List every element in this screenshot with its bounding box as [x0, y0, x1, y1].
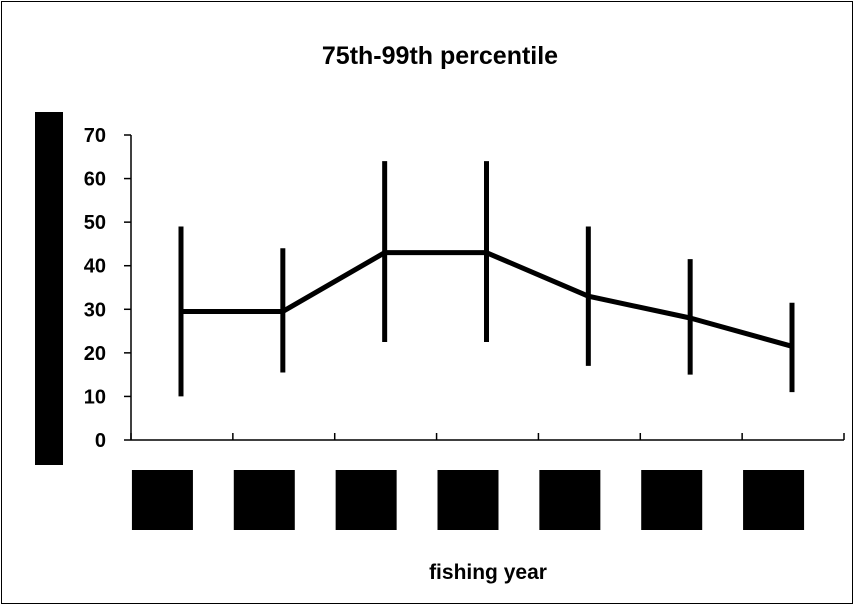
- y-axis-label-block: [35, 112, 63, 465]
- x-category-label-block: [539, 470, 601, 530]
- x-category-label-block: [335, 470, 397, 530]
- y-tick-label: 40: [84, 256, 106, 278]
- x-category-labels: [131, 470, 805, 530]
- x-category-label-block: [233, 470, 295, 530]
- x-category-label-block: [641, 470, 703, 530]
- x-axis-title: fishing year: [429, 561, 547, 584]
- x-axis: [130, 433, 845, 441]
- y-tick-label: 30: [84, 299, 106, 321]
- y-tick-label: 50: [84, 212, 106, 234]
- chart-title: 75th-99th percentile: [322, 42, 558, 70]
- y-tick-label: 20: [84, 343, 106, 365]
- x-category-label-block: [437, 470, 499, 530]
- y-tick-label: 0: [95, 430, 106, 452]
- y-tick-label: 70: [84, 125, 106, 147]
- y-tick-label: 60: [84, 169, 106, 191]
- series-lines: [181, 250, 793, 349]
- x-category-label-block: [743, 470, 805, 530]
- x-category-label-block: [131, 470, 193, 530]
- y-axis: 0 10 20 30 40 50 60 70: [84, 125, 132, 452]
- y-tick-label: 10: [84, 386, 106, 408]
- series-line: [181, 250, 793, 349]
